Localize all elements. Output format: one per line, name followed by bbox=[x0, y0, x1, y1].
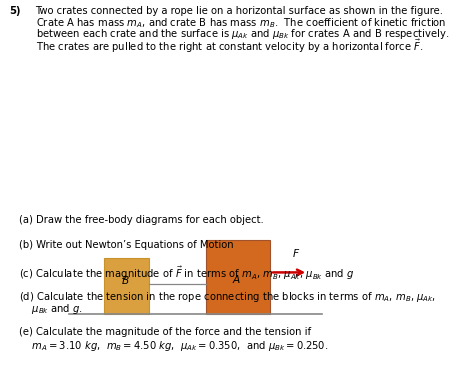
Text: (d) Calculate the tension in the rope connecting the blocks in terms of $m_A$, $: (d) Calculate the tension in the rope co… bbox=[19, 290, 436, 304]
Text: $F$: $F$ bbox=[292, 247, 301, 259]
Text: $A$: $A$ bbox=[232, 273, 242, 285]
Text: The crates are pulled to the right at constant velocity by a horizontal force $\: The crates are pulled to the right at co… bbox=[36, 38, 423, 55]
Text: 5): 5) bbox=[9, 6, 21, 16]
Text: Crate A has mass $m_A$, and crate B has mass $m_B$.  The coefficient of kinetic : Crate A has mass $m_A$, and crate B has … bbox=[36, 16, 446, 30]
Text: $B$: $B$ bbox=[121, 274, 130, 286]
Text: Two crates connected by a rope lie on a horizontal surface as shown in the figur: Two crates connected by a rope lie on a … bbox=[36, 6, 444, 16]
Text: (b) Write out Newton’s Equations of Motion: (b) Write out Newton’s Equations of Moti… bbox=[19, 240, 234, 250]
Bar bbox=[104, 258, 149, 314]
Text: $m_A = 3.10\ kg$,  $m_B = 4.50\ kg$,  $\mu_{Ak} = 0.350$,  and $\mu_{Bk} = 0.250: $m_A = 3.10\ kg$, $m_B = 4.50\ kg$, $\mu… bbox=[19, 339, 328, 354]
Bar bbox=[206, 240, 270, 314]
Text: (e) Calculate the magnitude of the force and the tension if: (e) Calculate the magnitude of the force… bbox=[19, 327, 311, 337]
Text: (a) Draw the free-body diagrams for each object.: (a) Draw the free-body diagrams for each… bbox=[19, 215, 264, 225]
Text: (c) Calculate the magnitude of $\vec{F}$ in terms of $m_A$, $m_B$, $\mu_{Ak}$, $: (c) Calculate the magnitude of $\vec{F}$… bbox=[19, 265, 354, 282]
Text: between each crate and the surface is $\mu_{Ak}$ and $\mu_{Bk}$ for crates A and: between each crate and the surface is $\… bbox=[36, 27, 449, 41]
Text: $\mu_{Bk}$ and $g$.: $\mu_{Bk}$ and $g$. bbox=[19, 302, 83, 316]
